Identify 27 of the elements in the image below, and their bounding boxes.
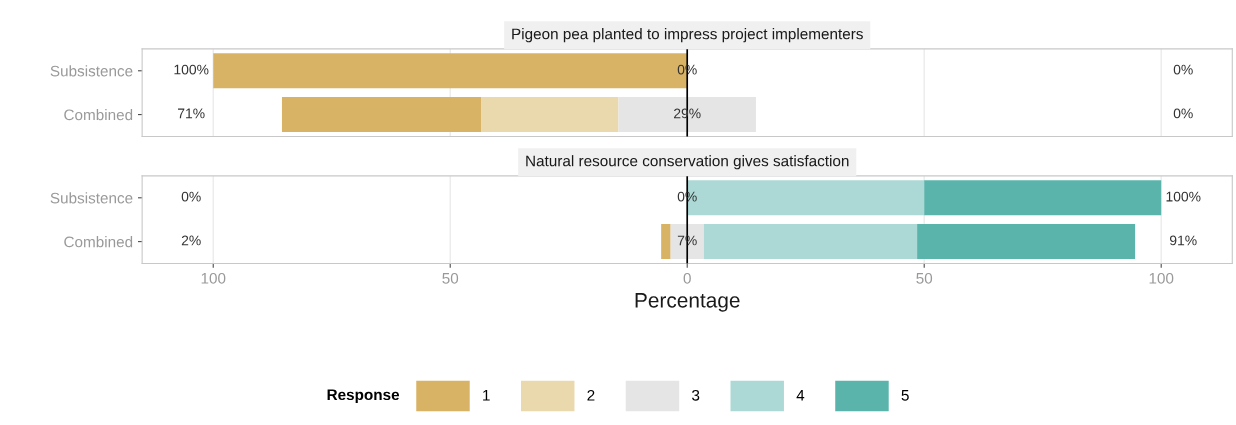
annotation: 100% (1166, 191, 1201, 202)
annotation: 0% (1173, 64, 1193, 75)
legend-label: 5 (901, 390, 909, 401)
legend-title: Response (327, 389, 400, 404)
x-tick-label: 0 (683, 272, 691, 284)
y-tick-label: Subsistence (50, 192, 133, 204)
legend-label: 4 (796, 390, 805, 401)
legend-label: 3 (692, 389, 700, 401)
annotation: 0% (1173, 108, 1193, 119)
annotation: 91% (1169, 235, 1197, 246)
y-tick-label: Subsistence (50, 65, 133, 77)
annotation: 2% (181, 235, 201, 246)
legend-label: 1 (483, 390, 490, 401)
x-axis-title: Percentage (635, 293, 740, 312)
chart-title: Natural resource conservation gives satisfaction (526, 155, 849, 170)
annotation: 0% (181, 191, 201, 202)
x-tick-label: 100 (201, 272, 226, 284)
x-tick-label: 50 (442, 272, 459, 284)
annotation: 0% (677, 64, 697, 75)
chart-title: Pigeon pea planted to impress project implementers (512, 28, 863, 43)
y-tick-label: Combined (64, 109, 133, 121)
annotation: 71% (178, 108, 205, 119)
annotation: 100% (174, 64, 209, 75)
x-tick-label: 100 (1149, 272, 1174, 284)
x-tick-label: 50 (916, 272, 933, 284)
y-tick-label: Combined (64, 236, 133, 248)
legend-label: 2 (587, 389, 595, 401)
